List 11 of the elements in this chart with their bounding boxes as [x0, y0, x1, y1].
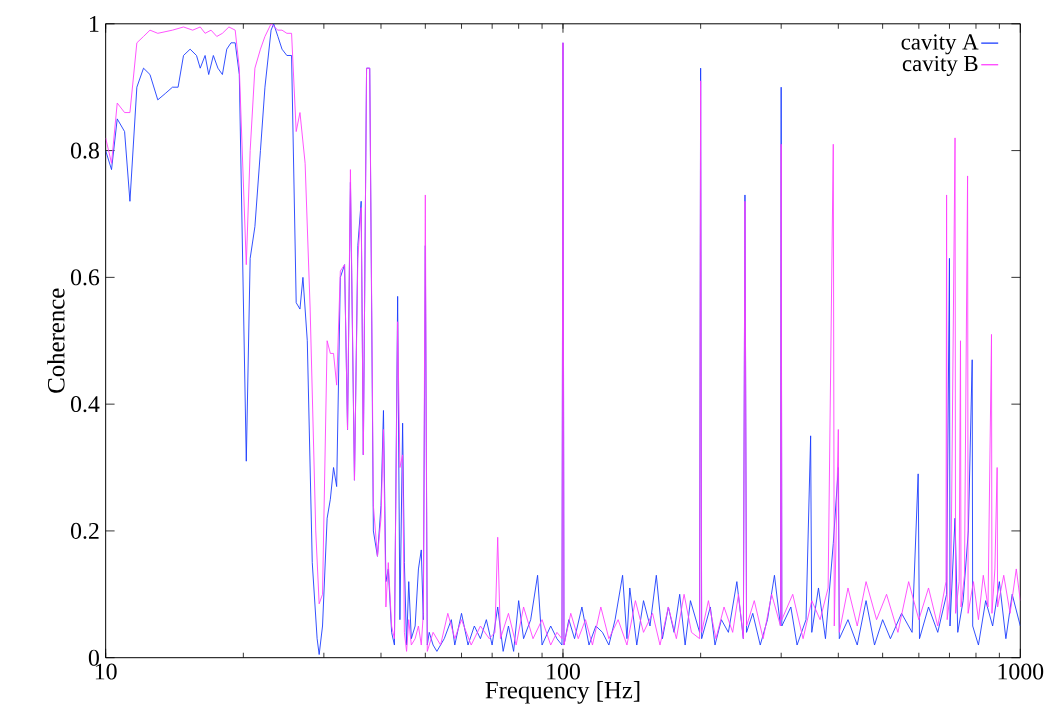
y-tick-label: 0.6: [70, 269, 100, 286]
y-axis-title: Coherence: [47, 288, 65, 393]
legend-label: cavity A: [901, 34, 979, 55]
x-tick-label: 1000: [998, 663, 1044, 680]
y-tick-label: 0.2: [70, 522, 99, 539]
x-tick-label: 100: [547, 663, 580, 680]
y-tick-label: 0.8: [70, 142, 99, 159]
legend-label: cavity B: [902, 55, 978, 76]
x-axis-title: Frequency [Hz]: [485, 681, 640, 704]
y-tick-label: 0.4: [70, 395, 100, 413]
y-tick-label: 1: [90, 15, 99, 32]
